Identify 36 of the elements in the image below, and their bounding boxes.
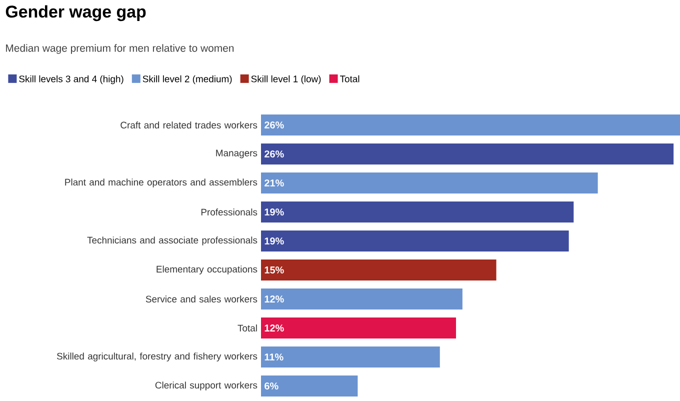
bar [261,202,574,222]
bar [261,288,462,310]
y-tick-label: Service and sales workers [146,296,258,302]
bar [261,114,680,136]
bar [261,143,674,164]
data-label: 19% [264,208,284,216]
y-tick-label: Plant and machine operators and assemblers [65,178,258,188]
data-label: 26% [264,150,284,158]
bar [261,230,569,252]
text: Gender wage gap [6,5,146,22]
bar [261,260,496,280]
y-tick-label: Technicians and associate professionals [87,236,258,246]
y-tick-label: Craft and related trades workers [120,122,258,128]
bar [261,172,598,194]
bar [261,346,440,368]
legend-label: Skill level 1 (low) [251,75,321,84]
data-label: 21% [264,179,284,187]
data-label: 26% [264,121,284,129]
y-tick-label: Elementary occupations [156,266,258,274]
legend-label: Skill level 2 (medium) [142,75,232,84]
data-label: 12% [264,324,284,332]
bar [261,318,456,339]
data-label: 15% [264,266,284,274]
y-tick-label: Total [238,324,257,332]
legend-label: Total [340,75,360,82]
legend-label: Skill levels 3 and 4 (high) [19,75,124,84]
y-tick-label: Managers [216,150,258,158]
data-label: 11% [264,353,284,361]
bar [261,376,358,397]
data-label: 6% [264,382,278,390]
y-tick-label: Professionals [201,208,258,216]
y-tick-label: Clerical support workers [155,382,258,390]
data-label: 19% [264,237,284,245]
y-tick-label: Skilled agricultural, forestry and fishery workers [56,352,258,362]
text: Median wage premium for men relative to women [6,44,234,54]
data-label: 12% [264,295,284,303]
